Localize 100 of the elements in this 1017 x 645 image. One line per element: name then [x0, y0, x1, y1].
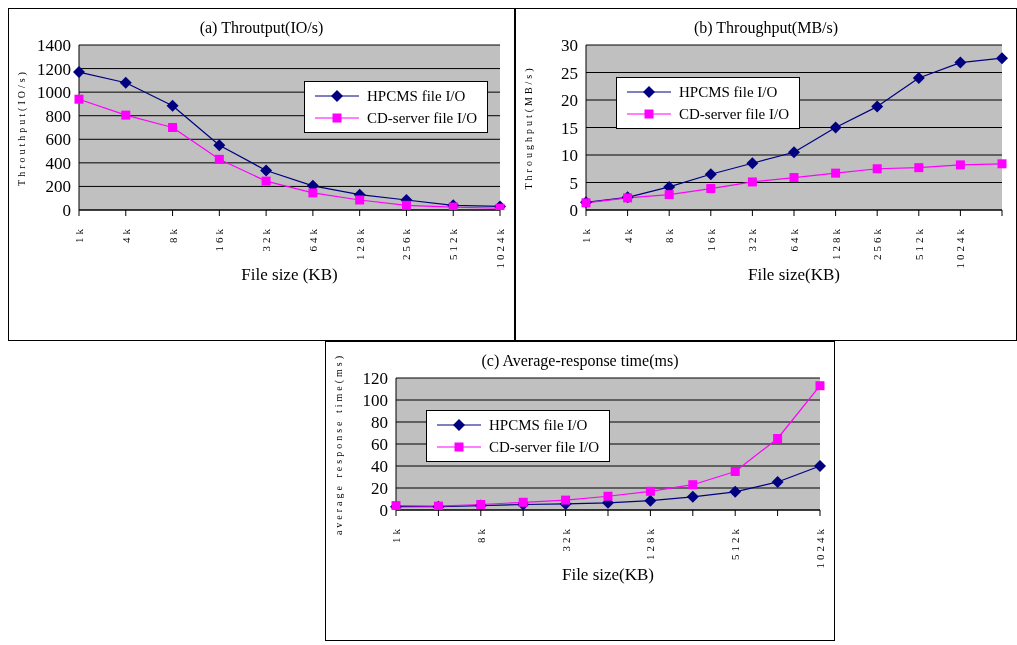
- legend-label: CD-server file I/O: [679, 105, 789, 123]
- x-tick-label: 4k: [119, 226, 132, 243]
- x-tick-label: 1024k: [494, 226, 506, 269]
- y-tick-label: 1000: [37, 83, 71, 103]
- point: [704, 168, 717, 181]
- legend-label: HPCMS file I/O: [489, 416, 588, 434]
- legend-label: HPCMS file I/O: [679, 83, 778, 101]
- legend-label: HPCMS file I/O: [367, 87, 466, 105]
- point: [688, 480, 698, 490]
- x-tick-label: 32k: [746, 226, 759, 252]
- y-tick-label: 800: [45, 106, 71, 126]
- point: [730, 467, 740, 476]
- y-tick-label: 5: [569, 173, 578, 193]
- x-tick-label: 16k: [213, 226, 226, 252]
- point: [746, 157, 759, 170]
- point: [814, 460, 826, 472]
- y-tick-label: 60: [371, 435, 388, 455]
- point: [214, 154, 224, 164]
- point: [955, 160, 965, 170]
- point: [166, 99, 179, 112]
- y-tick-label: 1400: [37, 36, 71, 56]
- point: [729, 485, 742, 498]
- legend-label: CD-server file I/O: [489, 438, 599, 456]
- x-tick-label: 1k: [390, 526, 402, 543]
- y-tick-label: 100: [362, 391, 388, 411]
- x-tick-label: 256k: [400, 226, 413, 260]
- y-tick-label: 15: [561, 118, 578, 138]
- point: [603, 491, 613, 501]
- point: [355, 195, 365, 205]
- point: [119, 76, 132, 89]
- point: [213, 139, 226, 152]
- x-axis-title: File size(KB): [747, 265, 841, 284]
- y-tick-label: 0: [569, 201, 578, 221]
- y-tick-label: 120: [362, 369, 388, 389]
- x-tick-label: 32k: [559, 526, 572, 552]
- point: [706, 184, 716, 194]
- point: [773, 434, 783, 443]
- x-tick-label: 128k: [644, 526, 657, 560]
- legend-label: CD-server file I/O: [367, 109, 477, 127]
- point: [686, 490, 699, 503]
- x-tick-label: 8k: [166, 226, 179, 243]
- point: [74, 94, 84, 104]
- x-tick-label: 1k: [73, 226, 85, 243]
- y-tick-label: 200: [45, 177, 71, 197]
- point: [644, 494, 657, 507]
- point: [261, 176, 271, 186]
- chart-title: (a) Throutput(IO/s): [198, 19, 325, 37]
- x-tick-label: 1024k: [814, 526, 826, 569]
- y-tick-label: 600: [45, 130, 71, 150]
- x-axis-title: File size (KB): [241, 265, 338, 284]
- point: [997, 159, 1007, 169]
- x-tick-label: 512k: [912, 226, 925, 260]
- point: [912, 72, 925, 84]
- chart-title: (c) Average-response time(ms): [481, 352, 679, 369]
- point: [789, 173, 799, 183]
- y-axis-title: average response time(ms): [332, 352, 345, 536]
- y-tick-label: 0: [379, 501, 388, 521]
- point: [788, 146, 800, 159]
- x-tick-label: 64k: [306, 226, 319, 252]
- x-tick-label: 1k: [580, 226, 592, 243]
- y-tick-label: 1200: [37, 59, 71, 79]
- point: [771, 475, 784, 488]
- y-axis-title: Throughput(MB/s): [522, 65, 535, 190]
- point: [664, 190, 674, 200]
- x-tick-label: 8k: [663, 226, 676, 243]
- point: [645, 486, 655, 496]
- point: [401, 200, 411, 210]
- y-tick-label: 20: [561, 91, 578, 111]
- y-tick-label: 400: [45, 153, 71, 173]
- x-axis-title: File size(KB): [561, 565, 655, 584]
- y-tick-label: 40: [371, 457, 388, 477]
- x-tick-label: 128k: [829, 226, 842, 260]
- point: [996, 52, 1008, 65]
- x-tick-label: 16k: [704, 226, 717, 252]
- point: [872, 164, 882, 174]
- x-tick-label: 512k: [447, 226, 460, 260]
- point: [871, 100, 884, 113]
- point: [829, 121, 842, 134]
- x-tick-label: 512k: [729, 526, 742, 560]
- point: [831, 168, 841, 178]
- x-tick-label: 32k: [260, 226, 273, 252]
- x-tick-label: 256k: [871, 226, 884, 260]
- point: [121, 110, 131, 120]
- y-tick-label: 25: [561, 63, 578, 83]
- y-tick-label: 30: [561, 36, 578, 56]
- point: [73, 66, 85, 79]
- point: [168, 123, 178, 132]
- point: [308, 188, 318, 198]
- point: [914, 163, 924, 173]
- y-tick-label: 10: [561, 146, 578, 166]
- point: [954, 56, 967, 69]
- x-tick-label: 64k: [788, 226, 800, 252]
- y-tick-label: 20: [371, 479, 388, 499]
- point: [260, 164, 273, 177]
- chart-title: (b) Throughput(MB/s): [692, 19, 840, 37]
- y-tick-label: 80: [371, 413, 388, 433]
- point: [561, 495, 571, 505]
- point: [747, 177, 757, 187]
- point: [815, 381, 825, 391]
- x-tick-label: 1024k: [954, 226, 967, 269]
